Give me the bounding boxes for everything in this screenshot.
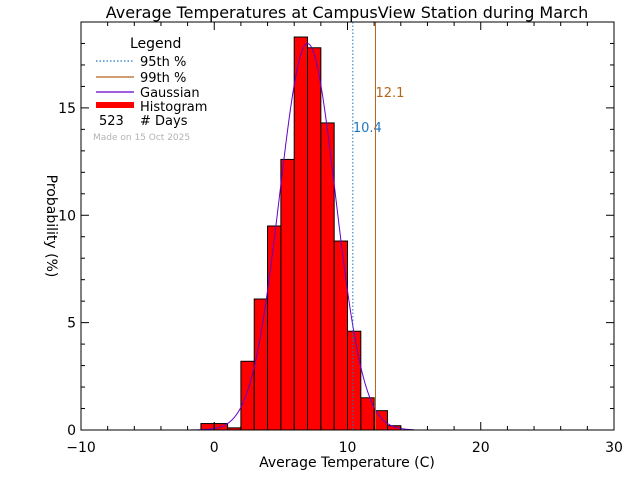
- legend: Legend 95th % 99th % Gaussian Histogram …: [93, 36, 207, 143]
- percentile-label-99th: 12.1: [375, 86, 404, 101]
- histogram-bar: [267, 225, 282, 431]
- percentile-label-95th: 10.4: [353, 121, 382, 136]
- legend-title: Legend: [130, 36, 181, 52]
- percentile-lines: 10.4 12.1: [352, 22, 404, 430]
- x-tick-label: 30: [605, 440, 623, 456]
- y-tick-label: 5: [67, 316, 76, 332]
- legend-label-95th: 95th %: [140, 55, 186, 70]
- x-tick-label: −10: [66, 440, 96, 456]
- legend-label-99th: 99th %: [140, 71, 186, 86]
- histogram-bar: [373, 410, 388, 431]
- y-axis-label: Probability (%): [43, 175, 59, 278]
- histogram-bar: [240, 360, 255, 431]
- made-on-annotation: Made on 15 Oct 2025: [93, 133, 190, 143]
- histogram-bar: [253, 298, 269, 431]
- x-tick-label: 0: [210, 440, 219, 456]
- legend-label-gaussian: Gaussian: [140, 86, 200, 101]
- histogram-bar: [347, 330, 362, 431]
- y-tick-label: 10: [58, 208, 76, 224]
- x-axis-label: Average Temperature (C): [259, 455, 435, 471]
- histogram-bar: [307, 47, 322, 431]
- legend-label-histogram: Histogram: [140, 100, 207, 115]
- y-tick-label: 15: [58, 101, 76, 117]
- x-tick-label: 10: [339, 440, 357, 456]
- histogram-bars: [200, 36, 402, 431]
- histogram-bar: [333, 240, 348, 431]
- y-tick-label: 0: [67, 423, 76, 439]
- x-tick-label: 20: [472, 440, 490, 456]
- legend-count-value: 523: [99, 114, 124, 129]
- legend-swatch-histogram: [96, 102, 134, 108]
- legend-count-label: # Days: [140, 114, 188, 129]
- chart-title: Average Temperatures at CampusView Stati…: [106, 3, 588, 22]
- histogram-bar: [280, 158, 295, 431]
- histogram-bar: [293, 36, 309, 431]
- gaussian-curve: [187, 42, 415, 431]
